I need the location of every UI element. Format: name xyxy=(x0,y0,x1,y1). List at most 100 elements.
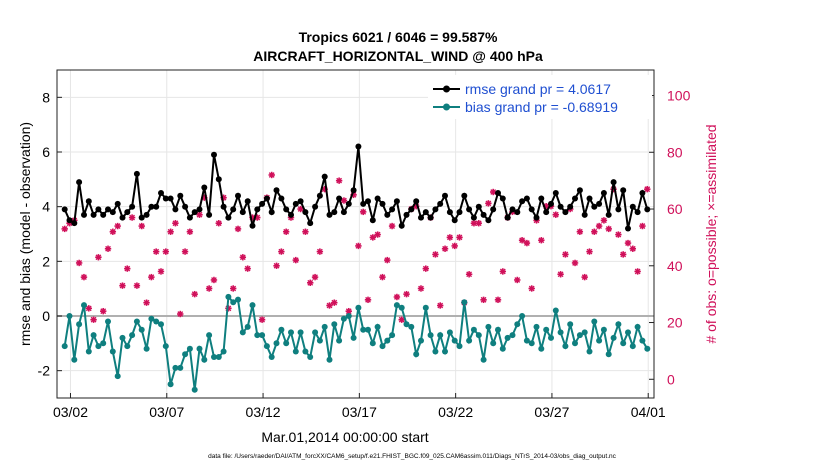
rmse-point xyxy=(466,206,473,213)
bias-point xyxy=(355,304,362,311)
obs-point xyxy=(133,282,141,289)
obs-point xyxy=(302,228,309,235)
rmse-point xyxy=(244,198,251,205)
bias-point xyxy=(620,340,627,347)
bias-point xyxy=(182,351,189,358)
rmse-point xyxy=(158,190,164,196)
rmse-point xyxy=(451,217,458,224)
obs-point xyxy=(282,228,290,235)
obs-point xyxy=(205,285,213,292)
bias-point xyxy=(162,343,169,350)
obs-point xyxy=(311,273,319,281)
bias-point xyxy=(105,318,111,325)
rmse-point xyxy=(278,195,285,202)
obs-point xyxy=(528,285,535,292)
obs-point xyxy=(470,220,478,227)
bias-point xyxy=(124,343,131,350)
rmse-point xyxy=(124,209,131,216)
rmse-point xyxy=(538,195,545,202)
bias-point xyxy=(475,332,482,339)
bias-point xyxy=(186,345,193,352)
bias-point xyxy=(312,329,319,336)
rmse-point xyxy=(331,209,338,216)
rmse-point xyxy=(316,192,323,199)
rmse-point xyxy=(153,203,160,210)
rmse-point xyxy=(76,179,83,186)
bias-point xyxy=(191,386,198,393)
bias-point xyxy=(499,345,506,352)
rmse-point xyxy=(379,200,386,207)
rmse-point xyxy=(167,195,174,202)
bias-point xyxy=(114,373,121,380)
obs-point xyxy=(437,302,444,309)
rmse-point xyxy=(548,200,554,207)
obs-point xyxy=(331,299,338,306)
legend-rmse-marker xyxy=(443,85,450,93)
obs-point xyxy=(586,248,593,255)
obs-point xyxy=(109,228,117,235)
y-right-tick-label: 100 xyxy=(667,88,691,104)
rmse-point xyxy=(263,195,270,202)
obs-point xyxy=(148,273,155,281)
x-tick-label: 03/27 xyxy=(534,404,569,420)
obs-point xyxy=(465,271,473,278)
rmse-point xyxy=(355,143,362,150)
obs-point xyxy=(595,222,603,230)
obs-count-series xyxy=(61,171,651,323)
legend-bias-label: bias grand pr = -0.68919 xyxy=(465,99,618,115)
bias-point xyxy=(369,340,376,347)
rmse-point xyxy=(418,214,424,221)
rmse-point xyxy=(109,209,116,216)
x-tick-label: 03/12 xyxy=(246,404,281,420)
bias-point xyxy=(321,323,328,330)
rmse-point xyxy=(61,206,68,213)
rmse-point xyxy=(138,214,145,221)
rmse-point xyxy=(148,203,155,210)
rmse-point xyxy=(283,206,290,213)
rmse-point xyxy=(81,211,87,218)
obs-point xyxy=(177,310,184,318)
rmse-series xyxy=(61,143,651,232)
bias-point xyxy=(283,340,290,347)
obs-point xyxy=(340,197,348,204)
obs-point xyxy=(379,273,386,281)
rmse-point xyxy=(259,200,266,207)
bias-point xyxy=(461,299,468,306)
bias-point xyxy=(548,334,554,341)
x-tick-label: 04/01 xyxy=(631,404,666,420)
rmse-point xyxy=(639,190,646,196)
obs-point xyxy=(143,299,150,306)
rmse-point xyxy=(307,220,314,227)
bias-point xyxy=(466,337,473,344)
bias-point xyxy=(138,326,145,333)
rmse-point xyxy=(326,211,333,218)
bias-point xyxy=(470,326,477,333)
bias-point xyxy=(129,332,136,339)
rmse-point xyxy=(442,192,448,199)
bias-point xyxy=(600,326,607,333)
y-right-tick-label: 80 xyxy=(667,144,683,160)
bias-point xyxy=(389,332,396,339)
bias-point xyxy=(109,348,116,355)
bias-point xyxy=(538,345,545,352)
bias-point xyxy=(490,340,497,347)
x-tick-label: 03/02 xyxy=(53,404,88,420)
rmse-point xyxy=(133,170,140,177)
bias-point xyxy=(239,329,246,336)
bias-point xyxy=(552,307,559,314)
obs-point xyxy=(605,225,612,233)
obs-point xyxy=(639,222,646,230)
bias-point xyxy=(336,337,343,344)
obs-point xyxy=(369,234,377,241)
bias-point xyxy=(61,343,68,350)
obs-point xyxy=(244,265,251,272)
x-tick-label: 03/22 xyxy=(438,404,473,420)
rmse-point xyxy=(562,209,569,216)
obs-point xyxy=(172,220,179,227)
rmse-point xyxy=(321,173,328,180)
y-right-tick-label: 60 xyxy=(667,201,683,217)
bias-point xyxy=(158,321,164,328)
y-right-tick-label: 20 xyxy=(667,315,683,331)
bias-point xyxy=(413,351,420,358)
obs-point xyxy=(90,316,97,323)
